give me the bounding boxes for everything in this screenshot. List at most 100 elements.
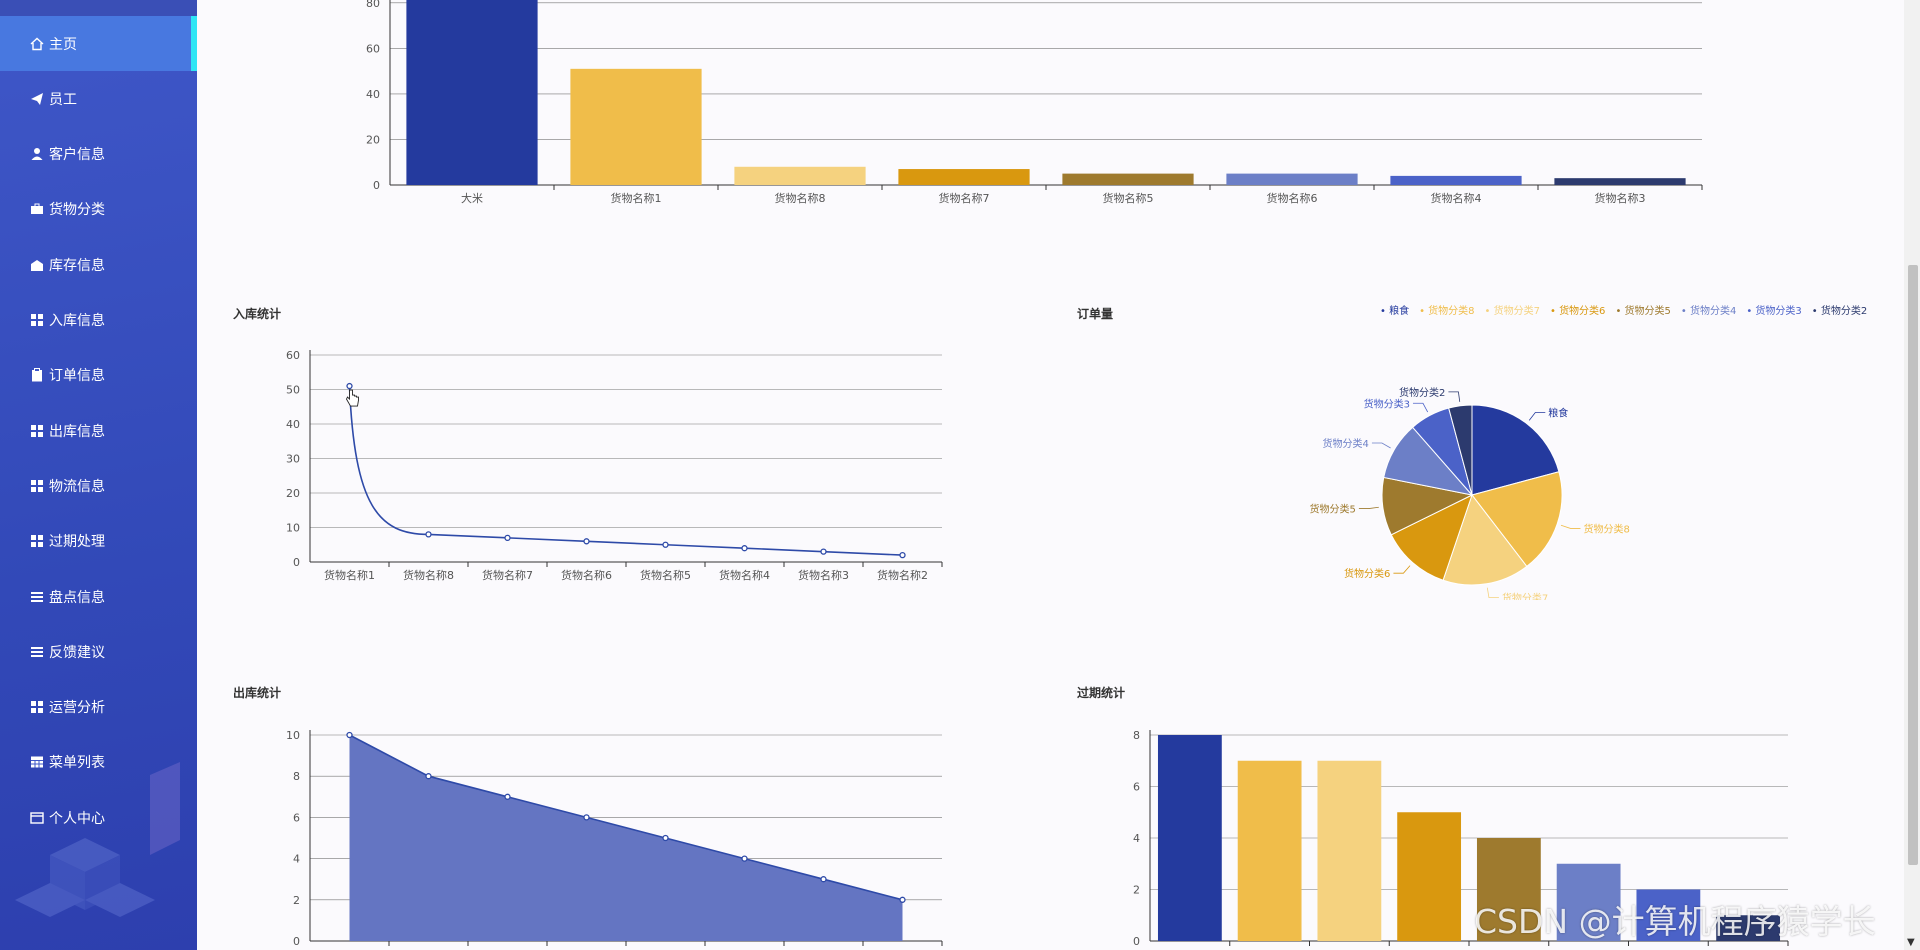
- legend-item[interactable]: 货物分类6: [1550, 302, 1605, 317]
- store-icon: [29, 257, 45, 273]
- bar[interactable]: [1390, 175, 1522, 185]
- y-tick-label: 60: [286, 349, 300, 362]
- sidebar-item[interactable]: 盘点信息: [0, 569, 197, 624]
- pie-label-line: [1528, 412, 1546, 421]
- paper-plane-icon: [29, 91, 45, 107]
- bar[interactable]: [1716, 915, 1781, 941]
- grid-icon: [29, 423, 45, 439]
- y-tick-label: 0: [1133, 935, 1140, 948]
- pie-slice[interactable]: [1471, 404, 1560, 496]
- data-point[interactable]: [820, 548, 827, 555]
- data-point[interactable]: [662, 541, 669, 548]
- inventory-bar-chart: 0 20 40 60 80 大米 货物名称1 货物名称8 货物名称7 货物名称5 货物名称6 货物名称…: [366, 0, 1703, 205]
- pie-slice[interactable]: [1390, 494, 1473, 581]
- y-tick-label: 6: [293, 811, 300, 824]
- y-tick-label: 6: [1133, 781, 1140, 794]
- sidebar-item[interactable]: 客户信息: [0, 127, 197, 182]
- x-tick-label: 大米: [461, 191, 483, 205]
- sidebar-item[interactable]: 订单信息: [0, 348, 197, 403]
- x-tick-label: 货物名称6: [561, 568, 612, 582]
- sidebar-item[interactable]: 入库信息: [0, 293, 197, 348]
- legend-item[interactable]: 货物分类4: [1681, 302, 1736, 317]
- sidebar-item-label: 入库信息: [49, 313, 105, 329]
- legend-item[interactable]: 货物分类8: [1419, 302, 1474, 317]
- table-icon: [29, 754, 45, 770]
- pie-slice[interactable]: [1471, 471, 1563, 568]
- data-point[interactable]: [899, 896, 906, 903]
- bar[interactable]: [1237, 760, 1302, 941]
- data-point[interactable]: [425, 531, 432, 538]
- legend-item[interactable]: 货物分类5: [1615, 302, 1671, 317]
- bar[interactable]: [570, 68, 702, 185]
- data-point[interactable]: [741, 545, 748, 552]
- briefcase-icon: [29, 201, 45, 217]
- y-tick-label: 40: [366, 88, 380, 101]
- grid-icon: [29, 699, 45, 715]
- bar[interactable]: [1317, 760, 1382, 941]
- data-point[interactable]: [583, 814, 590, 821]
- data-point[interactable]: [346, 382, 353, 390]
- sidebar-item[interactable]: 反馈建议: [0, 624, 197, 679]
- y-tick-label: 30: [286, 453, 300, 466]
- sidebar-item[interactable]: 出库信息: [0, 403, 197, 458]
- legend-item[interactable]: 货物分类7: [1485, 302, 1540, 317]
- legend-item[interactable]: 货物分类3: [1746, 302, 1801, 317]
- pie-slice[interactable]: [1442, 493, 1528, 586]
- bar[interactable]: [734, 166, 866, 185]
- sidebar-item[interactable]: 运营分析: [0, 680, 197, 735]
- bar[interactable]: [1397, 812, 1462, 941]
- x-tick-label: 货物名称7: [482, 568, 533, 582]
- y-tick-label: 2: [293, 894, 300, 907]
- series-area: [349, 735, 903, 941]
- sidebar-item[interactable]: 过期处理: [0, 514, 197, 569]
- sidebar-item[interactable]: 物流信息: [0, 458, 197, 513]
- bar[interactable]: [1476, 838, 1541, 941]
- data-point[interactable]: [662, 834, 669, 842]
- pie-slice[interactable]: [1448, 404, 1473, 496]
- sidebar-item[interactable]: 库存信息: [0, 237, 197, 292]
- bar[interactable]: [1636, 889, 1701, 942]
- bar[interactable]: [898, 169, 1030, 185]
- sidebar-item-label: 运营分析: [49, 700, 105, 717]
- data-point[interactable]: [820, 876, 827, 883]
- page-scrollbar[interactable]: ▼: [1904, 0, 1920, 950]
- data-point[interactable]: [346, 731, 353, 739]
- pie-label-line: [1371, 442, 1391, 449]
- sidebar-item[interactable]: 菜单列表: [0, 735, 197, 790]
- scrollbar-thumb[interactable]: [1908, 265, 1918, 865]
- series-line: [349, 734, 903, 901]
- sidebar-item[interactable]: 货物分类: [0, 182, 197, 237]
- hand-cursor-icon: [345, 389, 359, 407]
- bar[interactable]: [1226, 173, 1358, 185]
- x-tick-label: 货物名称1: [324, 568, 375, 582]
- data-point[interactable]: [741, 855, 748, 862]
- bar[interactable]: [1556, 863, 1621, 941]
- data-point[interactable]: [425, 773, 432, 780]
- x-tick-label: 货物名称3: [1595, 191, 1646, 205]
- y-tick-label: 80: [366, 0, 380, 10]
- sidebar-item[interactable]: 员工: [0, 71, 197, 126]
- data-point[interactable]: [504, 534, 511, 542]
- x-tick-label: 货物名称1: [611, 191, 662, 205]
- grid-icon: [29, 312, 45, 328]
- x-tick-label: 货物名称2: [877, 568, 928, 582]
- legend-item[interactable]: 粮食: [1380, 302, 1409, 317]
- sidebar-item-label: 个人中心: [49, 810, 105, 827]
- bar[interactable]: [1554, 178, 1686, 185]
- sidebar-item[interactable]: 主页: [0, 16, 197, 71]
- sidebar-item-label: 主页: [49, 36, 77, 53]
- data-point[interactable]: [583, 538, 590, 545]
- bar[interactable]: [1157, 735, 1222, 941]
- data-point[interactable]: [504, 793, 511, 800]
- scroll-down-arrow-icon[interactable]: ▼: [1907, 937, 1915, 948]
- legend-item[interactable]: 货物分类2: [1812, 302, 1867, 317]
- x-tick-label: 货物名称8: [775, 191, 826, 205]
- x-tick-label: 货物名称8: [403, 568, 454, 582]
- card-icon: [29, 810, 45, 826]
- x-tick-label: 货物名称3: [798, 568, 849, 582]
- data-point[interactable]: [899, 551, 906, 559]
- sidebar-item[interactable]: 个人中心: [0, 790, 197, 845]
- bar[interactable]: [1062, 173, 1194, 185]
- bar[interactable]: [406, 0, 538, 185]
